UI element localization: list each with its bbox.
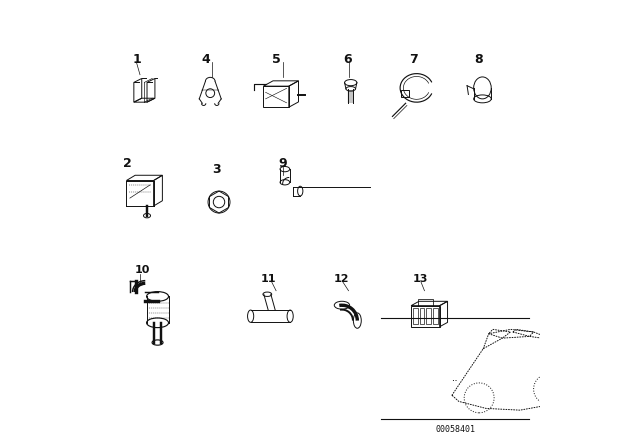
Text: 00058401: 00058401 (435, 425, 475, 434)
Text: 11: 11 (260, 274, 276, 284)
Text: 4: 4 (202, 53, 210, 66)
Text: 13: 13 (412, 274, 428, 284)
Text: 5: 5 (272, 53, 280, 66)
Text: 1: 1 (132, 53, 141, 66)
Text: 9: 9 (278, 157, 287, 170)
Bar (411, 306, 440, 327)
Bar (401, 90, 409, 97)
Text: 10: 10 (135, 265, 150, 275)
Text: 6: 6 (343, 53, 351, 66)
Bar (426, 308, 431, 324)
Bar (433, 308, 438, 324)
Bar (420, 308, 424, 324)
Text: 3: 3 (212, 163, 221, 176)
Text: 12: 12 (334, 274, 349, 284)
Text: 8: 8 (474, 53, 483, 66)
Text: 2: 2 (124, 157, 132, 170)
Text: 7: 7 (409, 53, 417, 66)
Bar (413, 308, 418, 324)
